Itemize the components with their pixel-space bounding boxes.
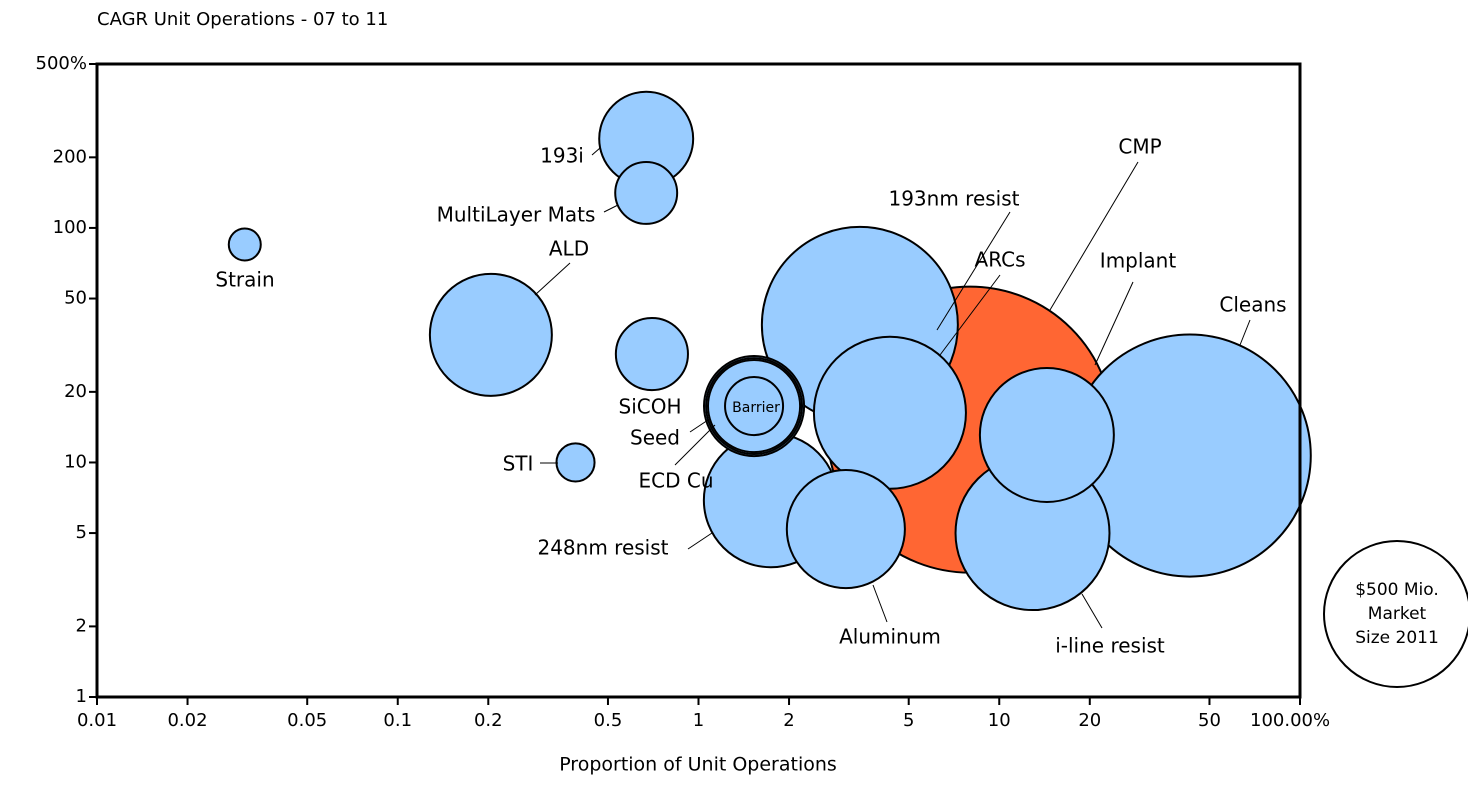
bubble-label: Aluminum [839, 625, 941, 649]
y-tick-label: 50 [64, 288, 87, 309]
bubble-label: Cleans [1219, 293, 1286, 317]
x-tick-label: 100.00% [1250, 710, 1330, 731]
bubble [428, 272, 553, 397]
leader-line [534, 262, 571, 296]
bubble-label: ALD [549, 237, 589, 261]
x-tick-label: 50 [1198, 710, 1221, 731]
bubble [614, 160, 679, 225]
x-tick-label: 5 [903, 710, 914, 731]
leader-line [1094, 281, 1134, 366]
bubble-label: Strain [215, 268, 274, 292]
leader-line [1239, 319, 1251, 346]
y-tick-label: 500% [36, 53, 87, 74]
bubble-label: Seed [630, 426, 680, 450]
x-tick-label: 10 [988, 710, 1011, 731]
x-tick-label: 1 [693, 710, 704, 731]
bubble-label: STI [503, 452, 534, 476]
bubble-label: 248nm resist [537, 536, 668, 560]
y-tick-label: 5 [76, 522, 87, 543]
bubble [227, 227, 262, 262]
y-tick-label: 100 [53, 217, 87, 238]
size-legend-bubble [1323, 540, 1468, 688]
leader-line [872, 584, 888, 623]
x-tick-label: 0.2 [474, 710, 503, 731]
x-tick-label: 0.05 [287, 710, 327, 731]
chart-title: CAGR Unit Operations - 07 to 11 [97, 9, 388, 30]
leader-line [939, 274, 1001, 356]
bubble [724, 376, 785, 437]
bubble-label: Barrier [732, 400, 780, 416]
bubble-label: i-line resist [1055, 634, 1165, 658]
leader-line [936, 211, 1011, 331]
leader-line [1081, 593, 1103, 629]
y-tick-label: 1 [76, 686, 87, 707]
bubble-label: SiCOH [619, 395, 682, 419]
x-tick-label: 0.01 [77, 710, 117, 731]
bubble [978, 366, 1115, 503]
bubble-label: 193i [540, 144, 584, 168]
bubble [555, 442, 596, 483]
bubble-label: Implant [1100, 249, 1177, 273]
x-tick-label: 0.5 [594, 710, 623, 731]
bubble-label: MultiLayer Mats [437, 203, 596, 227]
leader-line [689, 419, 709, 433]
leader-line [603, 204, 619, 213]
bubble-label: ECD Cu [639, 469, 714, 493]
leader-line [674, 424, 716, 466]
y-tick-label: 2 [76, 615, 87, 636]
bubble-label: CMP [1118, 135, 1161, 159]
leader-line [1049, 161, 1139, 311]
size-legend-label: $500 Mio. [1355, 580, 1439, 600]
bubble [812, 335, 967, 490]
y-tick-label: 20 [64, 381, 87, 402]
size-legend-label: Market [1368, 604, 1427, 624]
leader-line [687, 532, 713, 550]
bubble-label: ARCs [975, 248, 1026, 272]
leader-line [591, 147, 601, 156]
size-legend-label: Size 2011 [1355, 628, 1439, 648]
x-tick-label: 2 [783, 710, 794, 731]
y-tick-label: 10 [64, 451, 87, 472]
bubble [785, 469, 906, 590]
x-tick-label: 0.02 [167, 710, 207, 731]
bubble [614, 316, 689, 392]
y-tick-label: 200 [53, 146, 87, 167]
x-tick-label: 0.1 [383, 710, 412, 731]
x-tick-label: 20 [1078, 710, 1101, 731]
x-axis-label: Proportion of Unit Operations [559, 754, 837, 776]
bubble-label: 193nm resist [888, 187, 1019, 211]
